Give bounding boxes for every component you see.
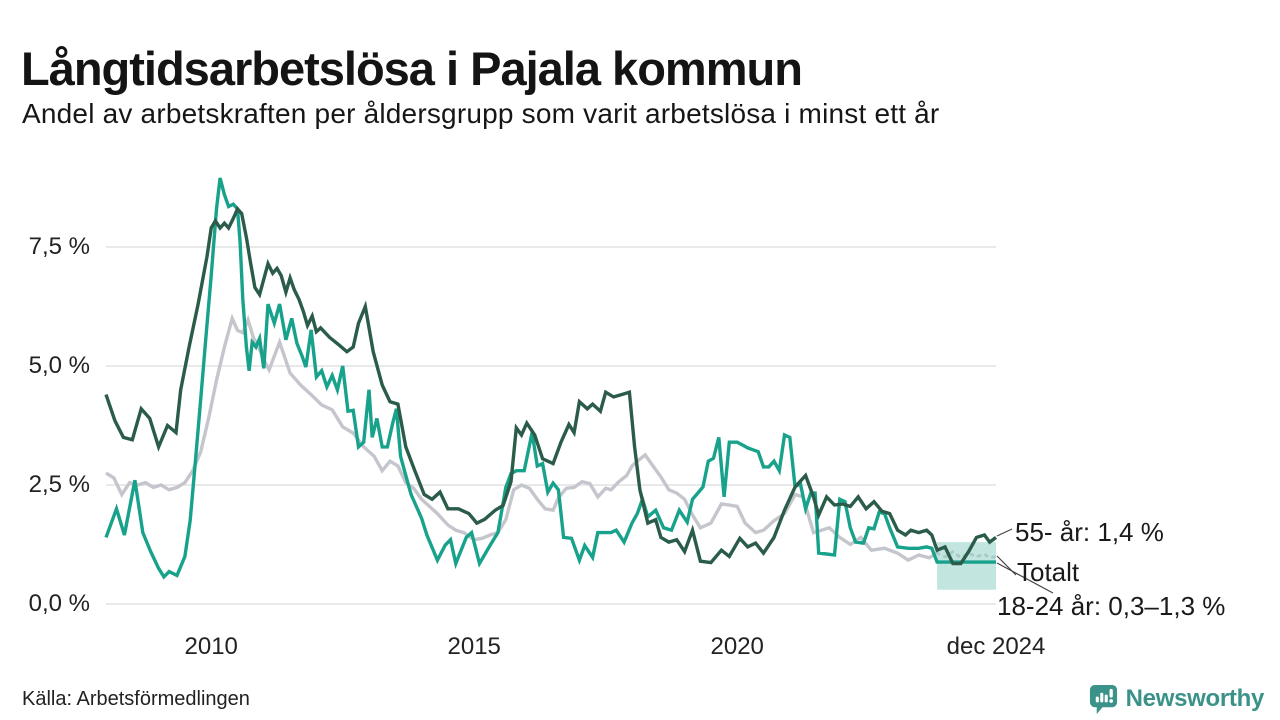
- x-axis-tick: dec 2024: [946, 633, 1046, 660]
- page-title: Långtidsarbetslösa i Pajala kommun: [21, 42, 803, 96]
- x-axis-tick: 2020: [710, 633, 764, 660]
- y-axis-labels: 0,0 % 2,5 % 5,0 % 7,5 %: [0, 0, 90, 720]
- newsworthy-bubble-icon: [1089, 684, 1117, 714]
- y-axis-tick: 7,5 %: [28, 233, 90, 260]
- annotation-connector: [996, 528, 1013, 537]
- source-note: Källa: Arbetsförmedlingen: [22, 688, 250, 710]
- x-axis-tick: 2010: [184, 633, 238, 660]
- brand-logo: Newsworthy: [1088, 683, 1264, 714]
- annotation-connector: [996, 562, 1054, 594]
- brand-name: Newsworthy: [1125, 684, 1265, 712]
- series-line-18-24: [104, 177, 996, 580]
- y-axis-tick: 0,0 %: [28, 590, 90, 617]
- y-axis-tick: 5,0 %: [28, 352, 90, 379]
- x-axis-labels: 2010 2015 2020 dec 2024: [0, 632, 1280, 666]
- series-line-55: [104, 205, 998, 566]
- chart-subtitle: Andel av arbetskraften per åldersgrupp s…: [22, 98, 940, 129]
- x-axis-tick: 2015: [447, 633, 501, 660]
- series-line-totalt: [105, 313, 938, 563]
- y-axis-tick: 2,5 %: [28, 471, 90, 498]
